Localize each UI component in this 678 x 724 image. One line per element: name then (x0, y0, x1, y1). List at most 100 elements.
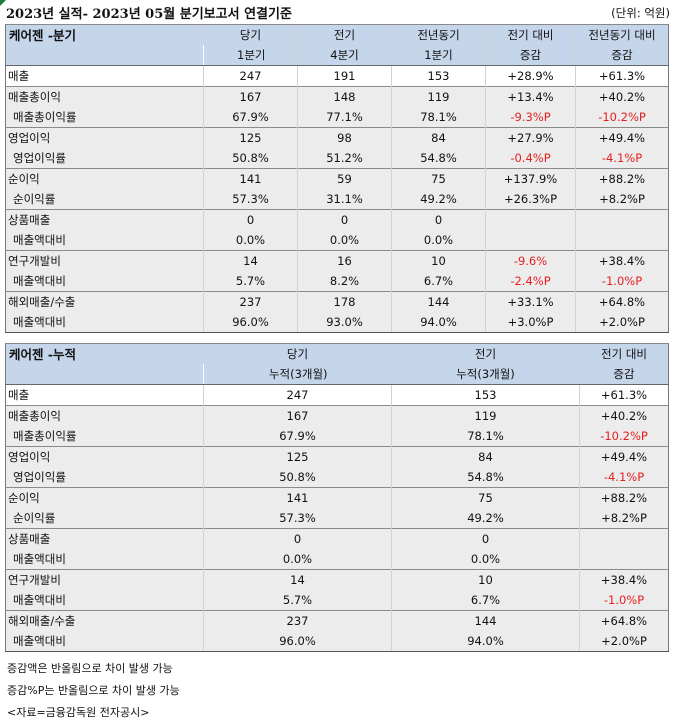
header-row: 누적(3개월) 누적(3개월) 증감 (6, 364, 669, 385)
row-label: 매출총이익 (5, 405, 204, 426)
cell-marker-icon (0, 0, 6, 6)
row-value: 67.9% (203, 107, 298, 128)
row-value: 144 (391, 610, 580, 631)
header-row: 케어젠 -분기 당기 전기 전년동기 전기 대비 전년동기 대비 (5, 24, 669, 66)
row-label: 매출총이익률 (5, 426, 204, 447)
row-value: 10 (391, 250, 486, 271)
row-value: +137.9% (485, 168, 576, 189)
row-value: 49.2% (391, 189, 486, 210)
row-value: 59 (297, 168, 392, 189)
row-value: +49.4% (579, 446, 669, 467)
table-row: 매출 247 153 +61.3% (6, 384, 669, 406)
row-value (575, 209, 669, 230)
row-value: 6.7% (391, 590, 580, 611)
row-value: 237 (203, 610, 392, 631)
row-value: 5.7% (203, 590, 392, 611)
row-value: 141 (203, 168, 298, 189)
table-row: 순이익 141 59 75 +137.9% +88.2% (5, 168, 669, 189)
row-value: +49.4% (575, 127, 669, 148)
row-label: 연구개발비 (5, 569, 204, 590)
row-value: 237 (203, 291, 298, 312)
row-value: -1.0%P (579, 590, 669, 611)
row-value: 167 (203, 86, 298, 107)
column-header: 전기 대비 (485, 24, 576, 45)
row-value: 50.8% (203, 148, 298, 169)
table-row: 영업이익률 50.8% 54.8% -4.1%P (5, 467, 669, 488)
row-value (485, 230, 576, 251)
row-value: 119 (391, 405, 580, 426)
table-row: 매출총이익 167 148 119 +13.4% +40.2% (5, 86, 669, 107)
row-value: 49.2% (391, 508, 580, 529)
note-line: 증감%P는 반올림으로 차이 발생 가능 (7, 684, 180, 697)
row-value: 51.2% (297, 148, 392, 169)
row-value: 0.0% (391, 549, 580, 570)
row-value: 31.1% (297, 189, 392, 210)
row-value: -10.2%P (579, 426, 669, 447)
row-value: 0.0% (203, 230, 298, 251)
row-value (579, 549, 669, 570)
row-value: +40.2% (579, 405, 669, 426)
table-row: 매출액대비 96.0% 93.0% 94.0% +3.0%P +2.0%P (5, 312, 669, 333)
row-value: -10.2%P (575, 107, 669, 128)
row-label: 매출액대비 (5, 271, 204, 292)
row-value: 0.0% (297, 230, 392, 251)
section-label: 케어젠 -분기 (5, 24, 204, 66)
column-header: 당기 (203, 24, 298, 45)
row-value: 57.3% (203, 508, 392, 529)
row-value: 119 (391, 86, 486, 107)
report-header: 2023년 실적- 2023년 05월 분기보고서 연결기준 (단위: 억원) (6, 3, 670, 23)
row-value: 0.0% (203, 549, 392, 570)
row-value: 10 (391, 569, 580, 590)
table-row: 상품매출 0 0 (5, 528, 669, 549)
row-value: 8.2% (297, 271, 392, 292)
column-subheader: 증감 (575, 45, 669, 66)
section-label: 케어젠 -누적 (5, 343, 204, 385)
row-label: 매출액대비 (5, 312, 204, 333)
table-row: 매출 247 191 153 +28.9% +61.3% (6, 65, 669, 87)
row-value: 0 (203, 209, 298, 230)
table-row: 영업이익률 50.8% 51.2% 54.8% -0.4%P -4.1%P (5, 148, 669, 169)
row-label: 영업이익 (5, 127, 204, 148)
row-value: 14 (203, 569, 392, 590)
header-row: 케어젠 -누적 당기 전기 전기 대비 (5, 343, 669, 385)
row-value (579, 528, 669, 549)
row-label: 매출액대비 (5, 631, 204, 652)
row-value: 167 (203, 405, 392, 426)
table-row: 연구개발비 14 10 +38.4% (5, 569, 669, 590)
column-header: 전기 (297, 24, 392, 45)
note-line: 증감액은 반올림으로 차이 발생 가능 (7, 662, 173, 675)
row-value: 14 (203, 250, 298, 271)
table-row: 매출액대비 5.7% 8.2% 6.7% -2.4%P -1.0%P (5, 271, 669, 292)
row-value: 0 (203, 528, 392, 549)
row-label: 연구개발비 (5, 250, 204, 271)
table-row: 순이익률 57.3% 49.2% +8.2%P (5, 508, 669, 529)
row-value: -4.1%P (575, 148, 669, 169)
row-value: 5.7% (203, 271, 298, 292)
row-value: +64.8% (575, 291, 669, 312)
table-row: 매출총이익 167 119 +40.2% (5, 405, 669, 426)
row-value: 78.1% (391, 426, 580, 447)
row-value: 0.0% (391, 230, 486, 251)
row-value: 153 (391, 384, 580, 406)
column-subheader: 4분기 (297, 45, 392, 66)
row-value: 75 (391, 487, 580, 508)
table-row: 매출액대비 96.0% 94.0% +2.0%P (5, 631, 669, 652)
row-label: 매출 (8, 388, 30, 402)
row-label: 매출액대비 (5, 230, 204, 251)
row-value: +3.0%P (485, 312, 576, 333)
row-label: 순이익 (5, 487, 204, 508)
header-row: 1분기 4분기 1분기 증감 증감 (6, 45, 669, 66)
row-value: +8.2%P (575, 189, 669, 210)
column-header: 당기 (203, 343, 392, 364)
row-value (575, 230, 669, 251)
row-value: 94.0% (391, 312, 486, 333)
row-value: +33.1% (485, 291, 576, 312)
table-row: 해외매출/수출 237 144 +64.8% (5, 610, 669, 631)
row-value: +38.4% (575, 250, 669, 271)
row-label: 매출총이익 (5, 86, 204, 107)
table-row: 해외매출/수출 237 178 144 +33.1% +64.8% (5, 291, 669, 312)
row-label: 영업이익률 (5, 467, 204, 488)
row-value: 84 (391, 127, 486, 148)
row-value: 6.7% (391, 271, 486, 292)
row-value: 0 (391, 209, 486, 230)
